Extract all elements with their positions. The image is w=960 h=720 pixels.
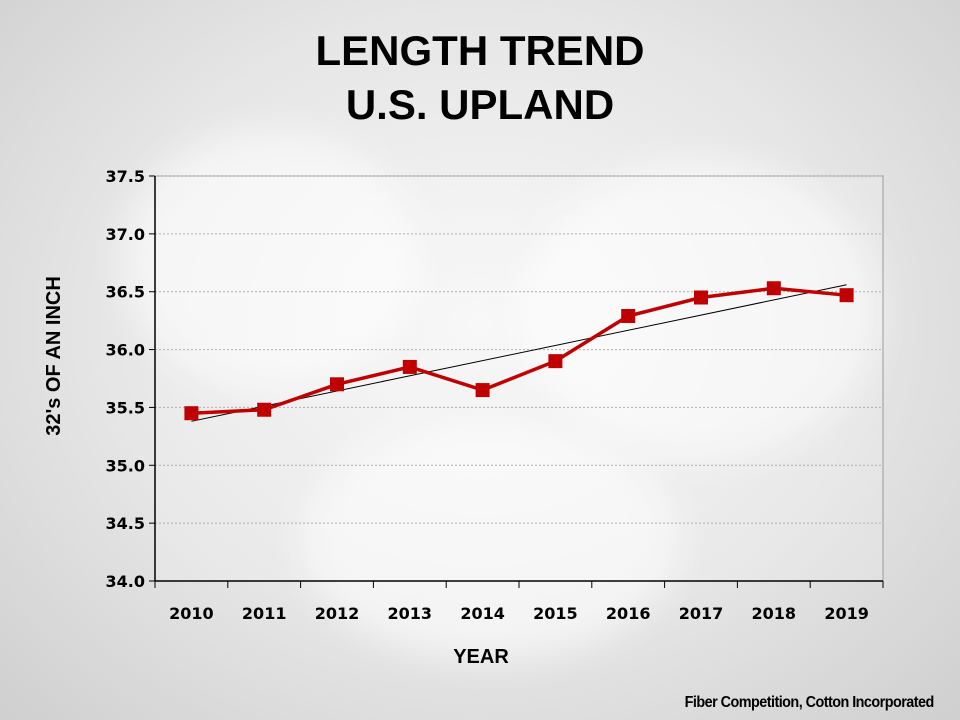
x-tick-label: 2010 [169, 604, 214, 623]
data-point [184, 406, 199, 421]
data-point [402, 359, 417, 374]
data-point [766, 281, 781, 296]
data-point [694, 290, 708, 305]
axes [154, 176, 884, 588]
data-point [548, 354, 563, 369]
x-tick-label: 2015 [533, 604, 578, 623]
plot-area [154, 175, 884, 582]
data-markers [184, 281, 854, 421]
data-point [257, 402, 272, 417]
y-tick-label: 34.0 [106, 572, 145, 591]
y-axis-title: 32's OF AN INCH [43, 276, 65, 436]
data-point [839, 288, 854, 303]
x-tick-label: 2012 [315, 604, 360, 623]
y-tick-labels: 34.0 34.5 35.0 35.5 36.0 36.5 37.0 37.5 [106, 167, 145, 591]
x-tick-label: 2018 [752, 604, 797, 623]
chart-title-line1: LENGTH TREND [315, 27, 645, 74]
background-decoration [520, 160, 880, 460]
gridlines [149, 175, 883, 582]
x-tick-label: 2011 [242, 604, 287, 623]
series-line [191, 286, 847, 415]
x-tick-label: 2016 [606, 604, 651, 623]
y-tick-label: 34.5 [106, 514, 145, 533]
x-tick-label: 2014 [460, 604, 505, 623]
x-tick-labels: 2010 2011 2012 2013 2014 2015 2016 2017 2018 2019 [169, 604, 869, 623]
y-tick-label: 35.0 [106, 456, 145, 475]
y-tick-label: 35.5 [106, 398, 145, 417]
x-tick-label: 2019 [824, 604, 869, 623]
chart-title-line2: U.S. UPLAND [345, 81, 615, 128]
x-axis-title: YEAR [453, 646, 509, 668]
y-tick-label: 37.0 [106, 225, 145, 244]
background-decoration [120, 130, 420, 390]
y-tick-label: 36.0 [106, 341, 145, 360]
y-tick-label: 36.5 [106, 283, 145, 302]
x-tick-label: 2017 [679, 604, 724, 623]
background-decoration [300, 420, 680, 660]
x-tick-label: 2013 [388, 604, 433, 623]
data-point [330, 377, 344, 392]
data-point [621, 309, 636, 324]
source-credit: Fiber Competition, Cotton Incorporated [684, 694, 935, 711]
data-point [475, 383, 490, 398]
y-tick-label: 37.5 [106, 167, 145, 186]
